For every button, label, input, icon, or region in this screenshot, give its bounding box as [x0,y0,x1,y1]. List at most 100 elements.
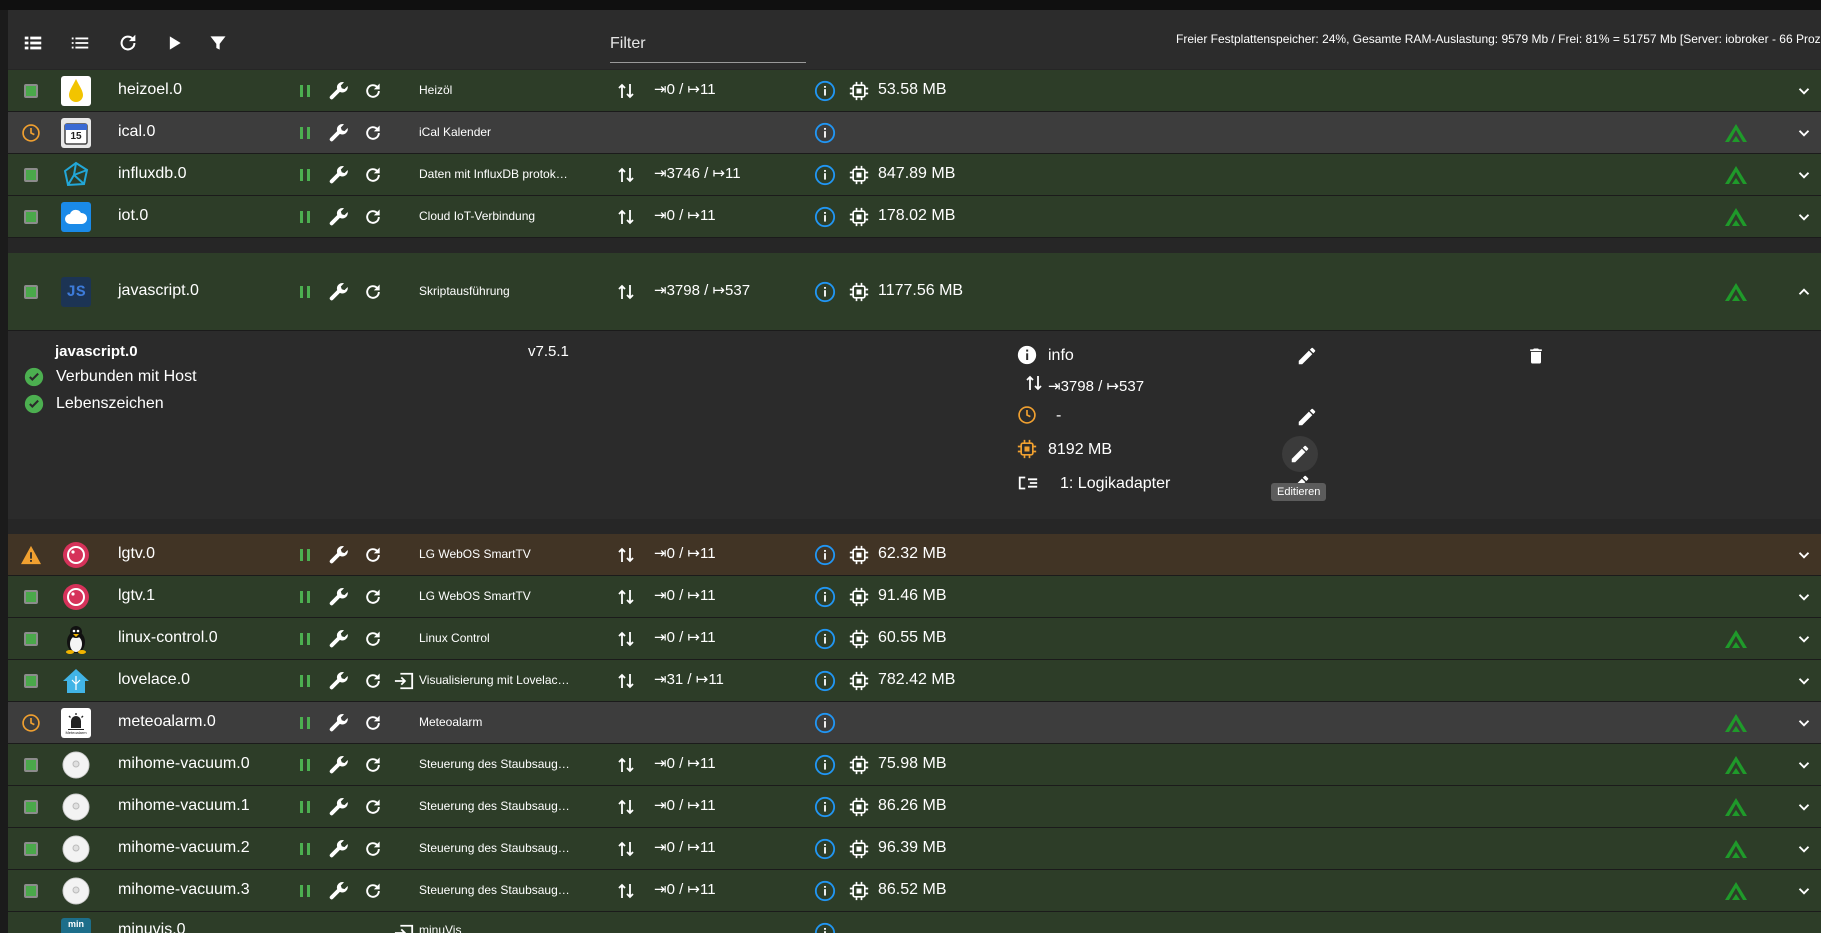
expanded-gap-top [8,238,1821,253]
chevron-up-icon[interactable] [1794,282,1814,302]
info-icon[interactable] [813,585,837,609]
restart-icon[interactable] [361,795,385,819]
filter-input[interactable] [610,28,806,60]
chevron-down-icon[interactable] [1794,207,1814,227]
memory-usage: 62.32 MB [878,545,947,562]
info-icon[interactable] [813,280,837,304]
events-icon [616,881,636,901]
pause-icon[interactable] [293,711,317,735]
pause-icon[interactable] [293,163,317,187]
open-web-ui-icon[interactable] [392,669,416,693]
wrench-icon[interactable] [327,795,351,819]
info-icon[interactable] [813,121,837,145]
wrench-icon[interactable] [327,627,351,651]
wrench-icon[interactable] [327,585,351,609]
restart-icon[interactable] [361,669,385,693]
edit-tier-pencil-icon[interactable] [1289,473,1311,483]
pause-icon[interactable] [293,121,317,145]
restart-icon[interactable] [361,879,385,903]
pause-icon[interactable] [293,795,317,819]
chevron-down-icon[interactable] [1794,629,1814,649]
events-icon [616,629,636,649]
wrench-icon[interactable] [327,837,351,861]
restart-icon[interactable] [361,121,385,145]
wrench-icon[interactable] [327,711,351,735]
chevron-down-icon[interactable] [1794,713,1814,733]
pause-icon[interactable] [293,837,317,861]
edit-info-pencil-icon[interactable] [1296,345,1318,367]
wrench-icon[interactable] [327,163,351,187]
restart-icon[interactable] [361,711,385,735]
adapter-row-mihome-vacuum-2: mihome-vacuum.2 Steuerung des Staubsaug…… [8,828,1821,870]
info-icon[interactable] [813,795,837,819]
instance-title: Cloud IoT-Verbindung [419,209,536,223]
chevron-down-icon[interactable] [1794,587,1814,607]
restart-icon[interactable] [361,280,385,304]
events-count: ⇥3746 / ↦11 [654,165,741,182]
status-ok-icon [20,281,42,303]
restart-icon[interactable] [361,837,385,861]
info-icon[interactable] [813,879,837,903]
delete-icon[interactable] [1526,345,1546,367]
info-icon[interactable] [813,711,837,735]
chevron-down-icon[interactable] [1794,545,1814,565]
info-icon[interactable] [813,543,837,567]
restart-icon[interactable] [361,627,385,651]
wrench-icon[interactable] [327,753,351,777]
wrench-icon[interactable] [327,669,351,693]
edit-memory-pencil-icon[interactable] [1289,443,1311,465]
info-icon[interactable] [813,921,837,933]
wrench-icon[interactable] [327,121,351,145]
instance-title: LG WebOS SmartTV [419,547,531,561]
pause-icon[interactable] [293,79,317,103]
open-web-ui-icon[interactable] [392,921,416,933]
pause-icon[interactable] [293,543,317,567]
list-view-icon[interactable] [65,28,95,58]
wrench-icon[interactable] [327,879,351,903]
info-icon[interactable] [813,837,837,861]
info-icon[interactable] [813,753,837,777]
instance-name: javascript.0 [118,282,199,299]
wrench-icon[interactable] [327,205,351,229]
chevron-down-icon[interactable] [1794,839,1814,859]
chevron-down-icon[interactable] [1794,165,1814,185]
pause-icon[interactable] [293,669,317,693]
chevron-down-icon[interactable] [1794,797,1814,817]
info-icon[interactable] [813,627,837,651]
pause-icon[interactable] [293,280,317,304]
table-view-icon[interactable] [18,28,48,58]
chevron-down-icon[interactable] [1794,755,1814,775]
refresh-icon[interactable] [113,28,143,58]
restart-icon[interactable] [361,543,385,567]
restart-icon[interactable] [361,163,385,187]
pause-icon[interactable] [293,627,317,651]
restart-icon[interactable] [361,753,385,777]
chevron-down-icon[interactable] [1794,81,1814,101]
javascript-icon-text: JS [66,283,86,301]
info-icon[interactable] [813,205,837,229]
restart-icon[interactable] [361,585,385,609]
edit-schedule-pencil-icon[interactable] [1296,406,1318,428]
chevron-down-icon[interactable] [1794,123,1814,143]
filter-icon[interactable] [203,28,233,58]
wrench-icon[interactable] [327,280,351,304]
info-icon[interactable] [813,669,837,693]
pause-icon[interactable] [293,879,317,903]
events-count: ⇥31 / ↦11 [654,671,724,688]
wrench-icon[interactable] [327,79,351,103]
instance-name: heizoel.0 [118,81,183,98]
restart-icon[interactable] [361,79,385,103]
pause-icon[interactable] [293,585,317,609]
instance-title: Visualisierung mit Lovelac… [419,673,570,687]
wrench-icon[interactable] [327,543,351,567]
chevron-down-icon[interactable] [1794,671,1814,691]
play-icon[interactable] [159,28,189,58]
pause-icon[interactable] [293,205,317,229]
memory-icon [848,544,870,566]
restart-icon[interactable] [361,205,385,229]
info-icon[interactable] [813,163,837,187]
info-icon[interactable] [813,79,837,103]
chevron-down-icon[interactable] [1794,881,1814,901]
pause-icon[interactable] [293,753,317,777]
detail-info-label: info [1048,347,1074,364]
